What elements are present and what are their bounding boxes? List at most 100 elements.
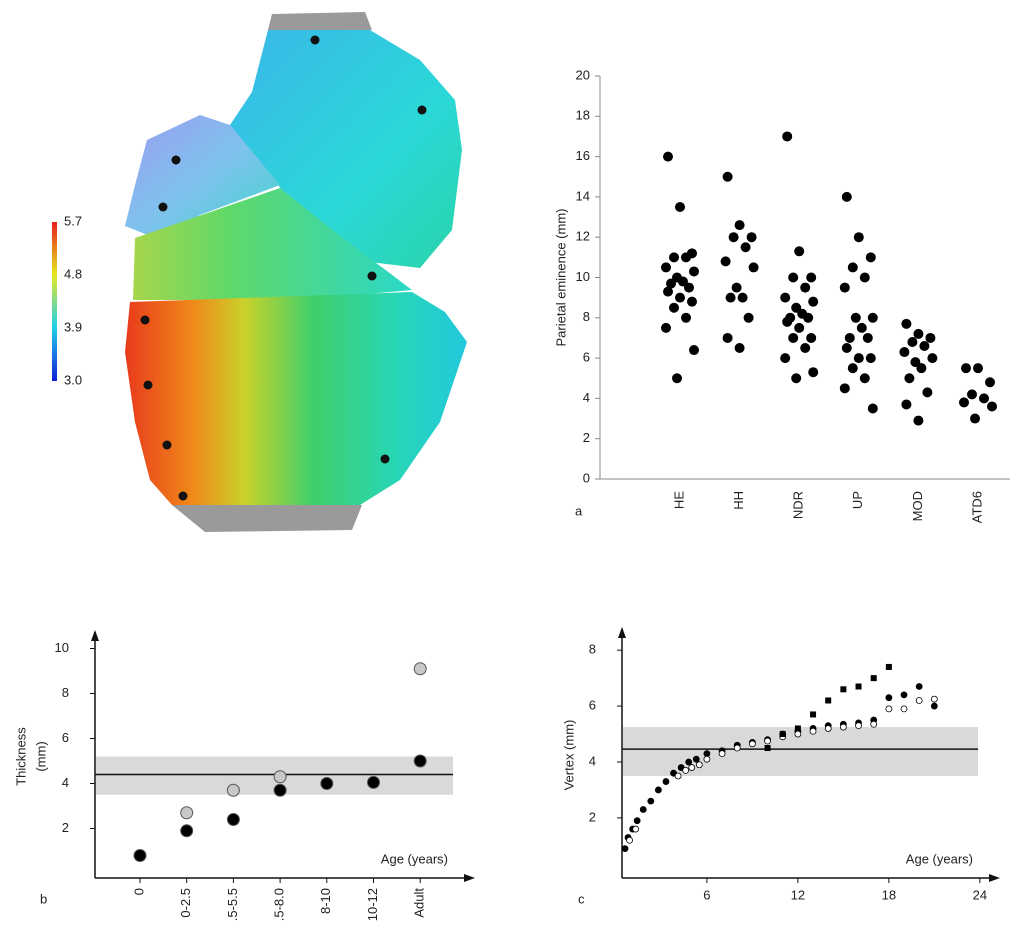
data-point <box>987 401 997 412</box>
data-point <box>632 825 640 833</box>
data-point <box>907 336 918 347</box>
axis-arrow <box>989 874 1000 882</box>
x-tick-label: Adult <box>412 888 427 918</box>
data-point <box>791 373 802 384</box>
y-tick-label: 8 <box>62 685 69 700</box>
data-point <box>681 252 691 263</box>
data-point <box>885 694 893 702</box>
data-point <box>662 778 670 785</box>
data-point <box>915 683 923 690</box>
data-point <box>734 220 745 231</box>
data-point <box>930 702 938 710</box>
data-point <box>847 262 858 273</box>
data-point <box>782 131 793 142</box>
data-point <box>782 316 793 327</box>
data-point <box>859 373 870 384</box>
data-point <box>840 686 847 693</box>
x-tick-label: 6 <box>703 887 710 902</box>
data-point <box>806 272 817 283</box>
data-point <box>899 347 910 358</box>
data-point <box>780 292 791 303</box>
data-point <box>913 328 924 339</box>
data-point <box>764 745 771 752</box>
data-point <box>900 691 908 699</box>
data-point <box>689 266 699 277</box>
bone-cap <box>172 505 362 532</box>
data-point <box>675 201 685 212</box>
data-point <box>913 415 924 426</box>
data-point <box>226 813 240 826</box>
data-point <box>639 806 647 813</box>
data-point <box>841 191 852 202</box>
x-tick-label: .5-5.5 <box>225 888 240 921</box>
data-point <box>967 389 977 400</box>
data-point <box>685 758 693 766</box>
data-point <box>661 262 671 273</box>
data-point <box>746 232 757 243</box>
data-point <box>844 332 855 343</box>
data-point <box>722 332 733 343</box>
data-point <box>743 312 754 323</box>
data-point <box>647 797 655 805</box>
data-point <box>862 332 873 343</box>
data-point <box>794 322 805 333</box>
panel-label: a <box>575 503 583 518</box>
y-tick-label: 16 <box>576 148 590 163</box>
y-tick-label: 2 <box>62 820 69 835</box>
data-point <box>794 730 802 738</box>
data-point <box>809 727 817 735</box>
bone-image <box>52 12 467 532</box>
x-tick-label: 18 <box>882 887 896 902</box>
y-tick-label: 10 <box>55 640 69 655</box>
data-point <box>915 697 923 704</box>
x-tick-label: HH <box>731 491 746 510</box>
data-point <box>672 373 682 384</box>
data-point <box>734 343 745 354</box>
data-point <box>959 397 969 408</box>
y-axis-label: Parietal eminence (mm) <box>553 209 568 347</box>
x-tick-label: ATD6 <box>969 491 984 523</box>
bone-piece <box>133 188 412 300</box>
data-point <box>867 312 878 323</box>
data-point <box>133 849 147 862</box>
data-point <box>961 363 971 374</box>
data-point <box>901 318 912 329</box>
y-axis-label: Vertex (mm) <box>561 720 576 791</box>
data-point <box>633 817 641 825</box>
data-point <box>794 725 801 732</box>
data-point <box>663 286 673 297</box>
x-axis-label: Age (years) <box>906 851 973 866</box>
y-tick-label: 6 <box>62 730 69 745</box>
colorbar-tick-label: 4.8 <box>64 266 82 281</box>
data-point <box>856 322 867 333</box>
data-point <box>925 332 936 343</box>
data-point <box>870 675 877 682</box>
data-point <box>725 292 736 303</box>
data-point <box>689 345 699 356</box>
data-point <box>728 232 739 243</box>
panel-label: b <box>40 891 47 906</box>
y-tick-label: 8 <box>589 642 596 657</box>
data-point <box>904 373 915 384</box>
x-tick-label: UP <box>850 491 865 509</box>
data-point <box>901 399 912 410</box>
data-point <box>788 332 799 343</box>
data-point <box>748 262 759 273</box>
data-point <box>859 272 870 283</box>
y-tick-label: 14 <box>576 188 590 203</box>
data-point <box>731 282 742 293</box>
data-point <box>682 766 690 774</box>
data-point <box>808 296 819 307</box>
data-point <box>788 272 799 283</box>
y-tick-label: 4 <box>62 775 69 790</box>
data-point <box>367 775 380 789</box>
x-axis-label: Age (years) <box>381 851 448 866</box>
data-point <box>684 282 694 293</box>
bone-cap <box>268 12 372 30</box>
data-point <box>839 282 850 293</box>
data-point <box>748 740 756 748</box>
data-point <box>900 705 908 713</box>
data-point <box>839 723 847 731</box>
data-point <box>180 806 194 820</box>
axis-arrow <box>91 630 99 641</box>
